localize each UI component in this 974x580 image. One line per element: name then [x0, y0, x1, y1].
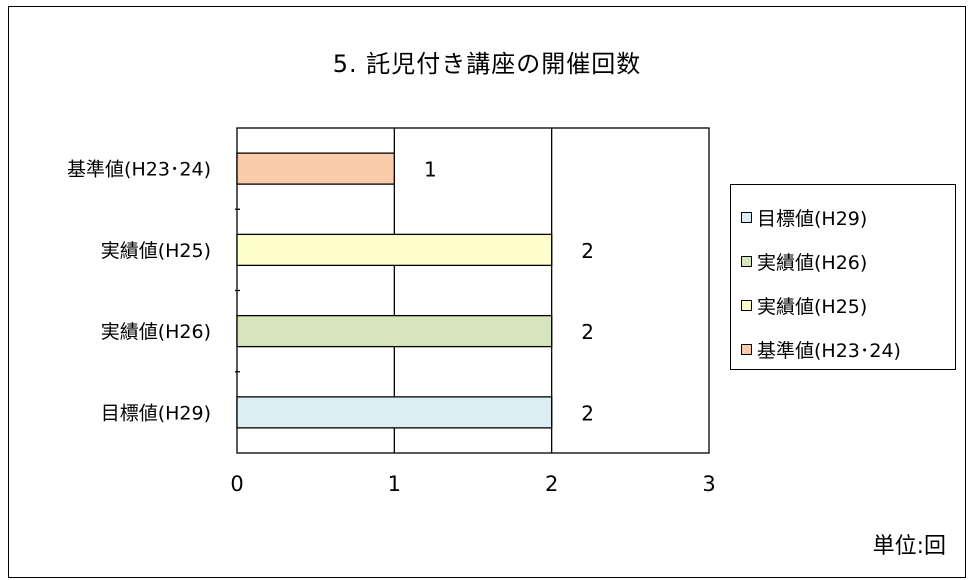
legend-label: 実績値(H25)	[757, 295, 868, 318]
legend: 目標値(H29) 実績値(H26) 実績値(H25) 基準値(H23･24)	[730, 184, 956, 370]
bars	[236, 152, 553, 429]
data-label: 2	[581, 320, 594, 344]
legend-item: 実績値(H26)	[741, 239, 955, 283]
legend-label: 基準値(H23･24)	[757, 339, 901, 362]
bar	[236, 152, 395, 185]
category-label: 目標値(H29)	[101, 402, 211, 424]
data-labels: 1 2 2 2	[424, 158, 594, 426]
legend-label: 目標値(H29)	[757, 207, 868, 230]
category-labels: 基準値(H23･24) 実績値(H25) 実績値(H26) 目標値(H29)	[67, 159, 211, 425]
data-label: 2	[581, 239, 594, 263]
category-label: 基準値(H23･24)	[67, 159, 211, 181]
bar	[236, 314, 553, 348]
bar	[236, 233, 553, 267]
data-label: 1	[424, 158, 437, 182]
category-label: 実績値(H26)	[101, 321, 211, 343]
x-tick-label: 1	[388, 472, 401, 496]
category-label: 実績値(H25)	[101, 240, 211, 262]
bar	[236, 396, 553, 429]
legend-label: 実績値(H26)	[757, 251, 868, 274]
legend-swatch	[741, 343, 752, 355]
legend-swatch	[741, 211, 752, 223]
legend-item: 実績値(H25)	[741, 283, 955, 327]
legend-item: 基準値(H23･24)	[741, 327, 955, 371]
x-tick-labels: 0 1 2 3	[230, 472, 715, 496]
x-tick-label: 3	[702, 472, 715, 496]
unit-label: 単位:回	[872, 534, 946, 559]
chart-title: 5. 託児付き講座の開催回数	[332, 50, 642, 78]
legend-item: 目標値(H29)	[741, 195, 955, 239]
data-label: 2	[581, 401, 594, 425]
x-tick-label: 0	[230, 472, 243, 496]
legend-swatch	[741, 299, 752, 311]
legend-swatch	[741, 255, 752, 267]
x-tick-label: 2	[545, 472, 558, 496]
